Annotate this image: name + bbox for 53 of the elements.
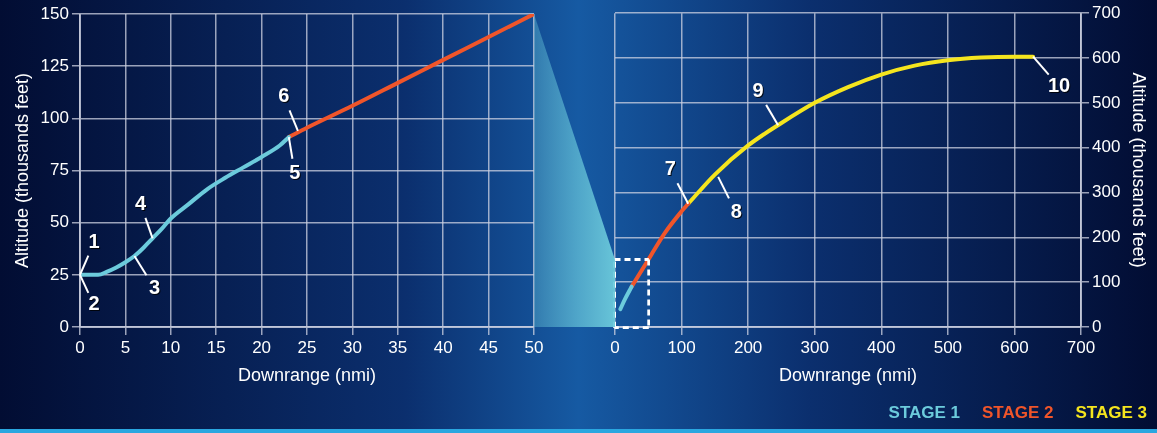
x-tick-label: 35 [388,337,408,357]
y-tick-label: 125 [40,55,69,75]
x-tick-label: 20 [252,337,272,357]
x-tick-label: 50 [524,337,544,357]
annotation: 8 [730,200,742,223]
x-tick-label: 100 [667,337,696,357]
line-series [79,135,291,277]
y-tick-label: 700 [1092,2,1121,22]
y-tick-label: 500 [1092,92,1121,112]
annotation: 9 [752,78,764,101]
y-tick-label: 25 [50,264,69,284]
annotation: 2 [88,292,100,315]
x-tick-label: 200 [733,337,763,357]
annotation: 3 [148,275,161,298]
y-tick-label: 100 [1092,271,1121,291]
y-tick-label: 400 [1092,137,1121,157]
line-series [686,54,1036,206]
x-tick-label: 40 [433,337,453,357]
y-tick-label: 200 [1092,227,1121,247]
y-axis-title: Altitude (thousands feet) [11,72,32,269]
x-axis-title: Downrange (nmi) [237,365,377,386]
x-tick-label: 0 [610,337,620,357]
line-series [629,201,691,289]
annotation: 4 [135,191,148,214]
x-tick-label: 300 [800,337,829,357]
x-axis-title: Downrange (nmi) [778,365,918,386]
x-tick-label: 400 [867,337,896,357]
annotation: 10 [1047,74,1071,97]
x-tick-label: 45 [479,337,499,357]
y-tick-label: 75 [50,160,69,180]
y-tick-label: 0 [59,316,69,336]
annotation: 7 [664,157,676,180]
x-tick-label: 0 [75,337,85,357]
y-tick-label: 600 [1092,47,1121,67]
x-tick-label: 25 [297,337,317,357]
x-tick-label: 600 [1000,337,1029,357]
y-tick-label: 150 [40,3,69,23]
text: STAGE 3 [1075,403,1147,423]
x-tick-label: 700 [1066,337,1096,357]
annotation: 1 [88,230,100,253]
y-tick-label: 100 [40,108,69,128]
text: STAGE 2 [982,403,1054,423]
y-tick-label: 50 [50,212,69,232]
x-tick-label: 30 [342,337,362,357]
y-tick-label: 0 [1092,316,1102,336]
x-tick-label: 500 [933,337,963,357]
x-tick-label: 5 [120,337,131,357]
x-tick-label: 10 [161,337,181,357]
text: STAGE 1 [888,403,961,423]
y-axis-title: Altitude (thousands feet) [1129,72,1150,268]
x-tick-label: 15 [206,337,226,357]
y-tick-label: 300 [1092,182,1121,202]
annotation: 6 [278,84,290,107]
